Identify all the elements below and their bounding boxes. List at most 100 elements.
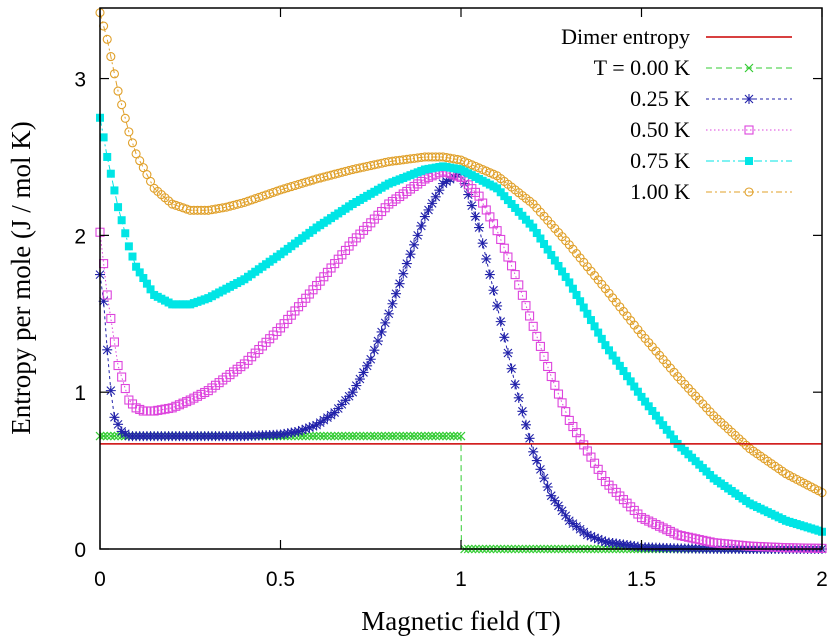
data-point: [301, 431, 311, 441]
data-point: [387, 431, 397, 441]
data-point: [406, 431, 415, 441]
data-point: [132, 262, 141, 271]
data-point: [593, 534, 604, 545]
data-point: [377, 431, 387, 441]
data-point: [499, 332, 510, 343]
data-point: [528, 446, 539, 457]
data-point: [405, 154, 416, 164]
data-point: [347, 387, 358, 398]
data-point: [424, 431, 433, 441]
data-point: [131, 149, 141, 159]
data-point: [189, 205, 199, 215]
series-2: [95, 166, 827, 553]
data-point: [106, 169, 115, 178]
data-point: [578, 527, 589, 538]
data-point: [362, 360, 373, 371]
data-point: [139, 274, 148, 283]
data-point: [200, 205, 210, 215]
data-point: [567, 518, 578, 529]
data-point: [532, 331, 542, 341]
series-4: [95, 8, 827, 498]
data-point: [113, 86, 123, 96]
data-point: [351, 431, 361, 441]
data-point: [128, 252, 137, 261]
data-point: [568, 284, 577, 293]
data-point: [416, 431, 426, 441]
data-point: [434, 185, 445, 196]
data-point: [619, 367, 628, 376]
data-point: [430, 191, 441, 202]
data-point: [452, 431, 462, 441]
data-point: [517, 406, 528, 417]
data-point: [531, 455, 542, 466]
legend-entry-2: 0.25 K: [630, 86, 792, 111]
data-point: [528, 321, 538, 331]
data-point: [438, 152, 448, 162]
series-layer: [95, 8, 827, 554]
data-point: [120, 113, 130, 123]
data-point: [492, 226, 502, 236]
data-point: [419, 211, 430, 222]
data-point: [585, 531, 596, 542]
data-point: [315, 431, 325, 441]
data-point: [651, 411, 660, 420]
data-point: [311, 420, 322, 431]
data-point: [549, 495, 560, 506]
data-point: [323, 431, 332, 441]
data-point: [442, 153, 452, 163]
data-point: [484, 269, 495, 280]
data-point: [597, 334, 606, 343]
data-point: [203, 205, 213, 215]
data-point: [466, 200, 477, 211]
data-point: [557, 505, 568, 516]
data-point: [434, 431, 444, 441]
data-point: [540, 240, 549, 249]
data-point: [308, 431, 318, 441]
data-point: [589, 532, 600, 543]
data-point: [558, 267, 567, 276]
data-point: [463, 189, 474, 200]
series-line-1: [99, 171, 822, 550]
data-point: [510, 270, 520, 280]
data-point: [513, 392, 524, 403]
data-point: [142, 279, 151, 288]
data-point: [341, 431, 350, 441]
legend-label: Dimer entropy: [561, 24, 690, 49]
data-point: [344, 431, 354, 441]
data-point: [535, 464, 546, 475]
data-point: [330, 431, 340, 441]
data-point: [210, 204, 221, 214]
data-point: [575, 524, 586, 535]
data-point: [539, 351, 549, 361]
legend-entry-1: T = 0.00 K: [594, 55, 792, 80]
data-point: [326, 431, 336, 441]
data-point: [601, 341, 610, 350]
data-point: [506, 261, 517, 271]
data-point: [348, 431, 358, 441]
legend-label: 0.50 K: [630, 117, 690, 142]
data-point: [105, 385, 116, 396]
data-point: [576, 297, 585, 306]
data-point: [318, 415, 329, 426]
data-point: [502, 347, 513, 358]
data-point: [525, 311, 535, 321]
data-point: [117, 372, 127, 382]
legend-marker: [744, 63, 754, 73]
data-point: [185, 205, 195, 215]
data-point: [546, 371, 556, 382]
x-tick-label: 1: [455, 568, 467, 591]
data-point: [412, 230, 423, 241]
data-point: [633, 387, 642, 396]
legend-label: 0.25 K: [630, 86, 690, 111]
data-point: [304, 431, 314, 441]
data-point: [135, 156, 145, 166]
data-point: [312, 431, 322, 441]
data-point: [102, 431, 112, 441]
data-point: [214, 203, 224, 213]
data-point: [543, 245, 552, 254]
data-point: [416, 152, 426, 162]
data-point: [506, 363, 517, 374]
data-point: [365, 354, 376, 365]
data-point: [596, 535, 607, 546]
data-point: [98, 296, 109, 307]
